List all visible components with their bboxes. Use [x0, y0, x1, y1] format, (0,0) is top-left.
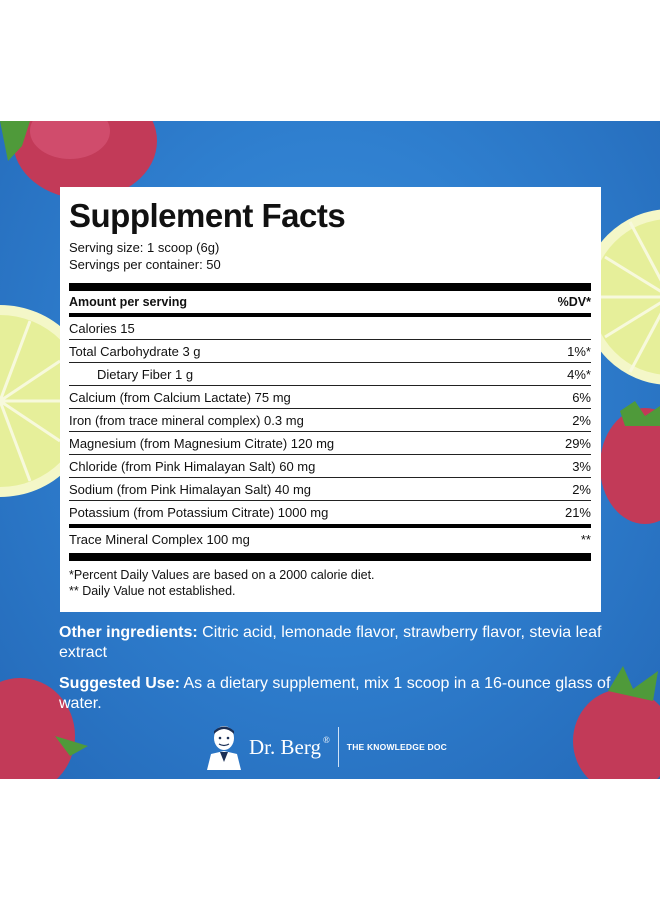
table-row: Dietary Fiber 1 g 4%*	[69, 363, 591, 386]
nutrient-name: Magnesium (from Magnesium Citrate) 120 m…	[69, 435, 335, 451]
nutrient-name: Sodium (from Pink Himalayan Salt) 40 mg	[69, 481, 312, 497]
nutrient-dv: 2%	[572, 481, 591, 497]
brand-name: Dr. Berg ®	[249, 735, 330, 760]
nutrient-dv: **	[580, 532, 591, 547]
footnote-not-established: ** Daily Value not established.	[69, 584, 236, 598]
strawberry-bottom-left-image	[0, 678, 88, 779]
medium-divider	[69, 524, 591, 528]
registered-mark: ®	[322, 734, 330, 745]
panel-title: Supplement Facts	[69, 197, 346, 234]
table-row: Iron (from trace mineral complex) 0.3 mg…	[69, 409, 591, 432]
nutrient-dv: 29%	[564, 435, 591, 451]
brand-name-text: Dr. Berg	[249, 734, 321, 759]
other-ingredients: Other ingredients: Citric acid, lemonade…	[59, 623, 619, 663]
other-ingredients-text: Citric acid, lemonade flavor, strawberry…	[59, 624, 602, 661]
nutrient-name: Potassium (from Potassium Citrate) 1000 …	[69, 505, 329, 520]
suggested-use-label: Suggested Use:	[59, 675, 180, 692]
brand-divider	[337, 727, 339, 767]
suggested-use-text: As a dietary supplement, mix 1 scoop in …	[59, 675, 611, 712]
nutrient-name: Calcium (from Calcium Lactate) 75 mg	[69, 389, 291, 405]
nutrient-dv: 2%	[572, 412, 591, 428]
other-ingredients-label: Other ingredients:	[59, 624, 198, 641]
table-row: Potassium (from Potassium Citrate) 1000 …	[69, 501, 591, 524]
table-row: Trace Mineral Complex 100 mg **	[69, 528, 591, 551]
nutrient-dv: 4%*	[567, 366, 591, 382]
serving-size: Serving size: 1 scoop (6g)	[69, 240, 220, 255]
dv-header: %DV*	[557, 295, 591, 309]
table-row: Magnesium (from Magnesium Citrate) 120 m…	[69, 432, 591, 455]
strawberry-right-image	[600, 401, 660, 524]
nutrient-dv: 21%	[564, 505, 591, 520]
table-row: Calcium (from Calcium Lactate) 75 mg 6%	[69, 386, 591, 409]
servings-per-container: Servings per container: 50	[69, 257, 221, 272]
doctor-portrait-icon	[207, 726, 241, 770]
suggested-use: Suggested Use: As a dietary supplement, …	[59, 674, 619, 714]
table-header: Amount per serving %DV*	[69, 291, 591, 314]
nutrient-name: Iron (from trace mineral complex) 0.3 mg	[69, 412, 304, 428]
table-row: Sodium (from Pink Himalayan Salt) 40 mg …	[69, 478, 591, 501]
supplement-facts-panel: Supplement Facts Serving size: 1 scoop (…	[60, 187, 601, 612]
table-row: Total Carbohydrate 3 g 1%*	[69, 340, 591, 363]
nutrient-dv: 1%*	[567, 343, 591, 359]
thick-divider	[69, 553, 591, 561]
brand-logo: Dr. Berg ® THE KNOWLEDGE DOC	[205, 723, 447, 771]
nutrient-name: Calories 15	[69, 320, 135, 336]
footnote-dv: *Percent Daily Values are based on a 200…	[69, 568, 375, 582]
nutrient-name: Trace Mineral Complex 100 mg	[69, 532, 250, 547]
nutrient-name: Total Carbohydrate 3 g	[69, 343, 201, 359]
lemon-right-image	[600, 209, 660, 385]
nutrient-dv: 6%	[572, 389, 591, 405]
nutrient-name: Chloride (from Pink Himalayan Salt) 60 m…	[69, 458, 316, 474]
brand-tagline: THE KNOWLEDGE DOC	[346, 742, 448, 752]
nutrient-dv: 3%	[572, 458, 591, 474]
table-row: Calories 15	[69, 317, 591, 340]
medium-divider	[69, 313, 591, 317]
amount-header: Amount per serving	[69, 295, 188, 309]
strawberry-top-left-image	[0, 121, 157, 199]
lemon-left-image	[0, 305, 62, 497]
table-row: Chloride (from Pink Himalayan Salt) 60 m…	[69, 455, 591, 478]
thick-divider	[69, 283, 591, 291]
nutrient-name: Dietary Fiber 1 g	[97, 366, 194, 382]
strawberry-bottom-right-image	[573, 666, 660, 779]
product-banner: Supplement Facts Serving size: 1 scoop (…	[0, 121, 660, 779]
